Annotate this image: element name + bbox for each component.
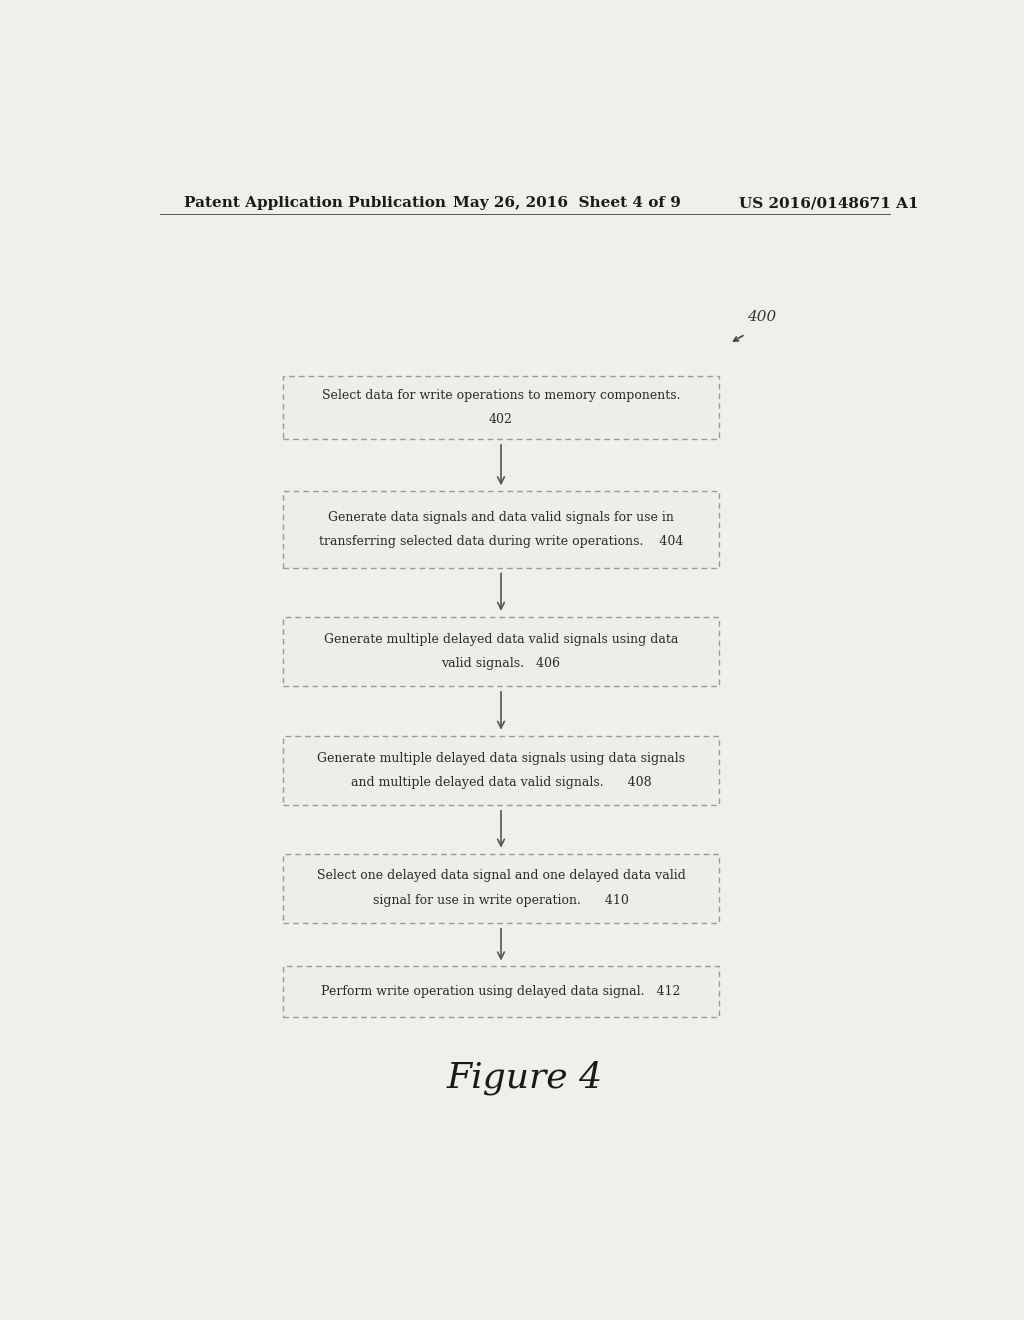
Text: Select data for write operations to memory components.: Select data for write operations to memo… (322, 388, 680, 401)
Text: and multiple delayed data valid signals.      408: and multiple delayed data valid signals.… (350, 776, 651, 789)
Text: signal for use in write operation.      410: signal for use in write operation. 410 (373, 894, 629, 907)
Text: transferring selected data during write operations.    404: transferring selected data during write … (318, 535, 683, 548)
Text: valid signals.   406: valid signals. 406 (441, 657, 560, 671)
Text: Perform write operation using delayed data signal.   412: Perform write operation using delayed da… (322, 985, 681, 998)
Text: 402: 402 (489, 413, 513, 426)
Bar (283, 616, 719, 686)
Text: Select one delayed data signal and one delayed data valid: Select one delayed data signal and one d… (316, 870, 685, 883)
Bar (283, 491, 719, 568)
Text: Generate multiple delayed data valid signals using data: Generate multiple delayed data valid sig… (324, 632, 678, 645)
Text: Generate multiple delayed data signals using data signals: Generate multiple delayed data signals u… (317, 751, 685, 764)
Bar (283, 735, 719, 805)
Text: Generate data signals and data valid signals for use in: Generate data signals and data valid sig… (328, 511, 674, 524)
Text: Patent Application Publication: Patent Application Publication (183, 197, 445, 210)
Text: 400: 400 (748, 310, 776, 323)
Bar (283, 854, 719, 923)
Bar (283, 966, 719, 1018)
Text: US 2016/0148671 A1: US 2016/0148671 A1 (739, 197, 919, 210)
Bar (283, 376, 719, 440)
Text: Figure 4: Figure 4 (446, 1061, 603, 1096)
Text: May 26, 2016  Sheet 4 of 9: May 26, 2016 Sheet 4 of 9 (454, 197, 681, 210)
